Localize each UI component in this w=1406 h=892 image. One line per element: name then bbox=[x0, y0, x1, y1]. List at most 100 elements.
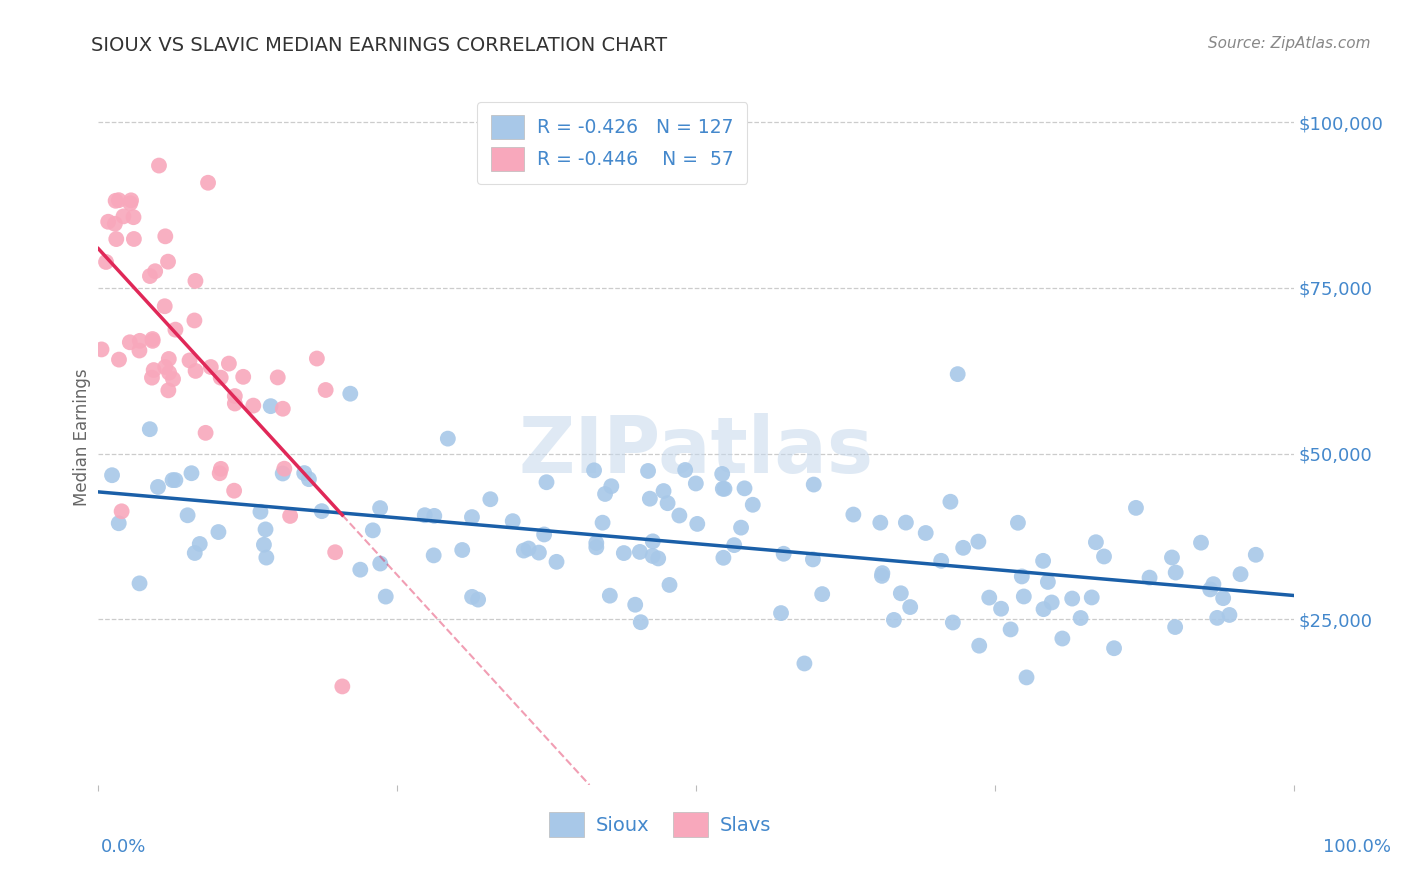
Point bbox=[105, 232, 128, 246]
Point bbox=[1032, 602, 1054, 616]
Point bbox=[1032, 554, 1054, 568]
Point bbox=[1012, 590, 1035, 604]
Point bbox=[153, 299, 176, 313]
Point bbox=[967, 639, 990, 653]
Point bbox=[142, 334, 165, 348]
Point bbox=[801, 552, 824, 566]
Point bbox=[298, 472, 321, 486]
Point bbox=[200, 359, 222, 374]
Point bbox=[330, 680, 353, 694]
Point bbox=[546, 555, 568, 569]
Point bbox=[711, 467, 734, 481]
Point bbox=[1229, 567, 1251, 582]
Point bbox=[146, 480, 169, 494]
Point bbox=[323, 545, 346, 559]
Point bbox=[533, 527, 555, 541]
Point bbox=[162, 473, 184, 487]
Point bbox=[637, 464, 659, 478]
Point bbox=[600, 479, 623, 493]
Point bbox=[979, 591, 1001, 605]
Point bbox=[108, 352, 131, 367]
Point bbox=[1102, 641, 1125, 656]
Point bbox=[128, 576, 150, 591]
Point bbox=[271, 401, 294, 416]
Text: SIOUX VS SLAVIC MEDIAN EARNINGS CORRELATION CHART: SIOUX VS SLAVIC MEDIAN EARNINGS CORRELAT… bbox=[91, 36, 668, 54]
Y-axis label: Median Earnings: Median Earnings bbox=[73, 368, 91, 506]
Point bbox=[232, 369, 254, 384]
Point bbox=[141, 370, 163, 384]
Point bbox=[585, 536, 607, 550]
Point bbox=[253, 538, 276, 552]
Point bbox=[97, 215, 120, 229]
Point bbox=[793, 657, 815, 671]
Point bbox=[176, 508, 198, 523]
Point bbox=[423, 508, 446, 523]
Point bbox=[142, 363, 165, 377]
Point bbox=[118, 335, 141, 350]
Point bbox=[249, 505, 271, 519]
Point bbox=[305, 351, 328, 366]
Point bbox=[647, 551, 669, 566]
Point bbox=[122, 232, 145, 246]
Point bbox=[1000, 623, 1022, 637]
Point bbox=[183, 313, 205, 327]
Point bbox=[104, 194, 127, 208]
Text: 0.0%: 0.0% bbox=[101, 838, 146, 856]
Point bbox=[101, 468, 124, 483]
Point bbox=[527, 546, 550, 560]
Point bbox=[599, 589, 621, 603]
Point bbox=[479, 492, 502, 507]
Point bbox=[94, 255, 117, 269]
Point bbox=[278, 508, 301, 523]
Point bbox=[1164, 566, 1187, 580]
Point bbox=[898, 600, 921, 615]
Point bbox=[374, 590, 396, 604]
Point bbox=[583, 463, 606, 477]
Point bbox=[713, 482, 735, 496]
Point bbox=[870, 569, 893, 583]
Point bbox=[713, 550, 735, 565]
Point bbox=[1161, 550, 1184, 565]
Point bbox=[413, 508, 436, 523]
Point bbox=[107, 193, 129, 207]
Point bbox=[104, 217, 127, 231]
Point bbox=[803, 477, 825, 491]
Point bbox=[638, 491, 661, 506]
Text: Source: ZipAtlas.com: Source: ZipAtlas.com bbox=[1208, 36, 1371, 51]
Point bbox=[942, 615, 965, 630]
Point bbox=[641, 549, 664, 563]
Point bbox=[218, 357, 240, 371]
Point bbox=[111, 504, 134, 518]
Point bbox=[112, 210, 135, 224]
Point bbox=[90, 343, 112, 357]
Point bbox=[668, 508, 690, 523]
Point bbox=[1007, 516, 1029, 530]
Point bbox=[128, 334, 150, 348]
Point bbox=[1199, 582, 1222, 597]
Point bbox=[628, 545, 651, 559]
Point bbox=[1218, 607, 1240, 622]
Point bbox=[517, 541, 540, 556]
Point bbox=[929, 554, 952, 568]
Point bbox=[734, 481, 756, 495]
Point bbox=[197, 176, 219, 190]
Text: 100.0%: 100.0% bbox=[1323, 838, 1391, 856]
Point bbox=[361, 524, 384, 538]
Point bbox=[260, 399, 283, 413]
Point bbox=[1015, 670, 1038, 684]
Point bbox=[188, 537, 211, 551]
Point bbox=[685, 476, 707, 491]
Point bbox=[315, 383, 337, 397]
Point bbox=[157, 351, 180, 366]
Point bbox=[207, 524, 229, 539]
Point bbox=[1212, 591, 1234, 606]
Point bbox=[180, 467, 202, 481]
Point bbox=[368, 557, 391, 571]
Point bbox=[613, 546, 636, 560]
Point bbox=[872, 566, 894, 581]
Point bbox=[1011, 569, 1033, 583]
Point bbox=[624, 598, 647, 612]
Point bbox=[686, 516, 709, 531]
Point bbox=[1202, 577, 1225, 591]
Point bbox=[339, 386, 361, 401]
